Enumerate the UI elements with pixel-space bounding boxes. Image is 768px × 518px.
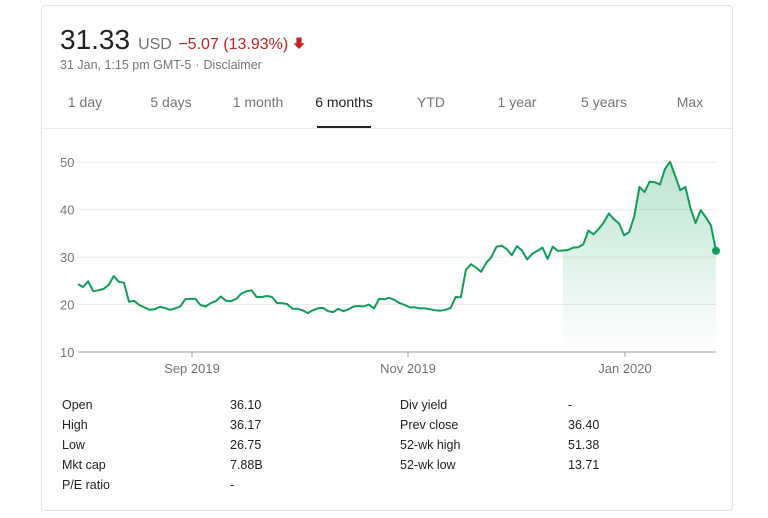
currency-code: USD	[138, 36, 172, 53]
stat-row-high: High 36.17	[62, 418, 382, 438]
stat-label: Div yield	[400, 398, 448, 412]
x-tick-label: Nov 2019	[380, 361, 436, 376]
stat-value: 7.88B	[230, 458, 263, 472]
y-tick-label: 20	[60, 298, 74, 313]
stat-value: 36.40	[568, 418, 600, 432]
stat-row-div-yield: Div yield -	[400, 398, 710, 418]
x-tick-label: Sep 2019	[164, 361, 220, 376]
stat-value: 36.10	[230, 398, 262, 412]
stat-label: Prev close	[400, 418, 459, 432]
price-row: 31.33 USD −5.07 (13.93%)	[60, 24, 306, 56]
quote-timestamp: 31 Jan, 1:15 pm GMT-5	[60, 58, 192, 72]
stat-label: P/E ratio	[62, 478, 110, 492]
stat-value: -	[568, 398, 573, 412]
stat-row-52-wk-low: 52-wk low 13.71	[400, 458, 710, 478]
stat-row-52-wk-high: 52-wk high 51.38	[400, 438, 710, 458]
stat-row-prev-close: Prev close 36.40	[400, 418, 710, 438]
y-tick-label: 30	[60, 250, 74, 265]
stat-value: 13.71	[568, 458, 600, 472]
stock-quote-card: 31.33 USD −5.07 (13.93%) 31 Jan, 1:15 pm …	[41, 5, 733, 511]
active-tab-indicator	[317, 126, 371, 129]
y-tick-label: 40	[60, 203, 74, 218]
arrow-down-icon	[293, 37, 305, 49]
y-tick-label: 10	[60, 345, 74, 360]
last-price-point	[712, 246, 720, 255]
range-tabs: 1 day 5 days 1 month 6 months YTD 1 year…	[42, 88, 732, 129]
tab-ytd[interactable]: YTD	[417, 94, 445, 110]
separator-dot: ·	[195, 58, 200, 72]
stat-label: 52-wk high	[400, 438, 461, 452]
stat-label: Low	[62, 438, 85, 452]
tabs-divider	[42, 128, 732, 129]
price-change: −5.07 (13.93%)	[178, 36, 289, 53]
stat-label: Mkt cap	[62, 458, 106, 472]
disclaimer-link[interactable]: Disclaimer	[203, 58, 262, 72]
current-price: 31.33	[60, 24, 131, 55]
stat-value: -	[230, 478, 235, 492]
tab-1-day[interactable]: 1 day	[67, 94, 103, 110]
x-tick-label: Jan 2020	[598, 361, 652, 376]
stat-label: 52-wk low	[400, 458, 456, 472]
stat-value: 26.75	[230, 438, 262, 452]
quote-timestamp-line: 31 Jan, 1:15 pm GMT-5 · Disclaimer	[60, 58, 262, 72]
tab-1-year[interactable]: 1 year	[497, 94, 537, 110]
tab-max[interactable]: Max	[676, 94, 704, 110]
stat-row-low: Low 26.75	[62, 438, 382, 458]
price-line	[77, 160, 717, 315]
tab-6-months[interactable]: 6 months	[315, 94, 373, 110]
stat-row-pe-ratio: P/E ratio -	[62, 478, 382, 498]
stat-row-mkt-cap: Mkt cap 7.88B	[62, 458, 382, 478]
stat-value: 51.38	[568, 438, 600, 452]
price-area	[562, 161, 716, 352]
stat-row-open: Open 36.10	[62, 398, 382, 418]
tab-5-years[interactable]: 5 years	[581, 94, 627, 110]
tab-1-month[interactable]: 1 month	[232, 94, 284, 110]
stat-label: High	[62, 418, 88, 432]
tab-5-days[interactable]: 5 days	[150, 94, 192, 110]
stat-value: 36.17	[230, 418, 262, 432]
price-chart[interactable]: 10 20 30 40 50 Sep 2019 Nov 2019 Jan 2020	[42, 6, 732, 391]
stat-label: Open	[62, 398, 93, 412]
y-tick-label: 50	[60, 155, 74, 170]
